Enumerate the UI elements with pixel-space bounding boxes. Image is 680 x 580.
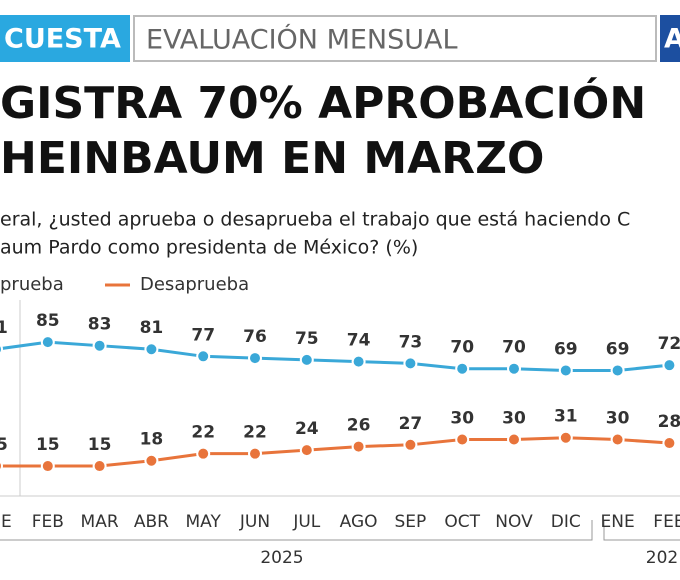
value-label: 26	[347, 416, 371, 436]
value-label: 77	[191, 325, 215, 345]
value-label: 31	[554, 407, 578, 427]
point	[662, 358, 677, 373]
value-label: 28	[658, 412, 680, 432]
point	[610, 363, 625, 378]
x-tick-label: DIC	[551, 512, 581, 532]
point	[40, 335, 55, 350]
legend-label: prueba	[0, 274, 64, 295]
subtitle: eral, ¿usted aprueba o desaprueba el tra…	[0, 209, 630, 231]
value-label: 69	[606, 339, 630, 359]
value-label: 30	[450, 409, 474, 429]
point	[610, 432, 625, 447]
value-label: 70	[450, 338, 474, 358]
point	[455, 432, 470, 447]
value-label: 15	[36, 435, 60, 455]
section: EVALUACIÓN MENSUAL	[146, 24, 458, 56]
value-label: 30	[606, 409, 630, 429]
x-tick-label: SEP	[395, 512, 427, 532]
value-label: 24	[295, 419, 319, 439]
value-label: 81	[140, 318, 164, 338]
title: HEINBAUM EN MARZO	[0, 133, 544, 184]
point	[144, 342, 159, 357]
point	[40, 459, 55, 474]
x-tick-label: MAY	[186, 512, 222, 532]
x-tick-label: FEB	[32, 512, 64, 532]
value-label: 22	[191, 423, 215, 443]
x-tick-label: FEB	[653, 512, 680, 532]
year-label: 202	[646, 548, 678, 568]
subtitle: aum Pardo como presidenta de México? (%)	[0, 237, 418, 259]
point	[351, 439, 366, 454]
value-label: 30	[502, 409, 526, 429]
value-label: 15	[0, 435, 8, 455]
point	[0, 343, 3, 355]
point	[507, 361, 521, 376]
point	[455, 361, 470, 376]
value-label: 73	[399, 332, 423, 352]
x-tick-label: JUL	[292, 512, 320, 532]
year-label: 2025	[260, 548, 303, 568]
value-label: 74	[347, 331, 371, 351]
x-tick-label: NE	[0, 512, 12, 532]
point	[351, 354, 366, 369]
value-label: 85	[36, 311, 60, 331]
tag-box	[0, 15, 130, 62]
tag: CUESTA	[4, 24, 121, 55]
point	[299, 443, 314, 458]
value-label: 18	[140, 430, 164, 450]
value-label: 22	[243, 423, 267, 443]
point	[0, 460, 3, 472]
point	[662, 436, 677, 451]
value-label: 75	[295, 329, 319, 349]
value-label: 70	[502, 338, 526, 358]
x-tick-label: ABR	[134, 512, 169, 532]
point	[403, 437, 418, 452]
x-tick-label: AGO	[340, 512, 378, 532]
point	[558, 363, 573, 378]
point	[92, 338, 107, 353]
x-tick-label: NOV	[495, 512, 533, 532]
value-label: 81	[0, 318, 8, 338]
point	[299, 352, 314, 367]
value-label: 69	[554, 339, 578, 359]
corner-box	[660, 15, 680, 62]
value-label: 27	[399, 414, 423, 434]
series-line	[0, 436, 670, 468]
section-box	[133, 15, 657, 62]
point	[196, 446, 211, 461]
series-line	[0, 340, 670, 372]
x-tick-label: OCT	[444, 512, 480, 532]
x-tick-label: MAR	[81, 512, 119, 532]
point	[196, 349, 211, 364]
point	[144, 453, 159, 468]
value-label: 72	[658, 334, 680, 354]
point	[558, 430, 573, 445]
point	[92, 459, 107, 474]
point	[248, 351, 262, 366]
year-bracket	[0, 520, 680, 541]
title: GISTRA 70% APROBACIÓN	[0, 76, 646, 129]
legend-label: Desaprueba	[140, 274, 249, 295]
point	[248, 446, 262, 461]
value-label: 15	[88, 435, 112, 455]
point	[403, 356, 418, 371]
corner: A	[664, 24, 680, 55]
value-label: 76	[243, 327, 267, 347]
point	[507, 432, 521, 447]
value-label: 83	[88, 315, 112, 335]
x-tick-label: ENE	[600, 512, 634, 532]
x-tick-label: JUN	[239, 512, 270, 532]
